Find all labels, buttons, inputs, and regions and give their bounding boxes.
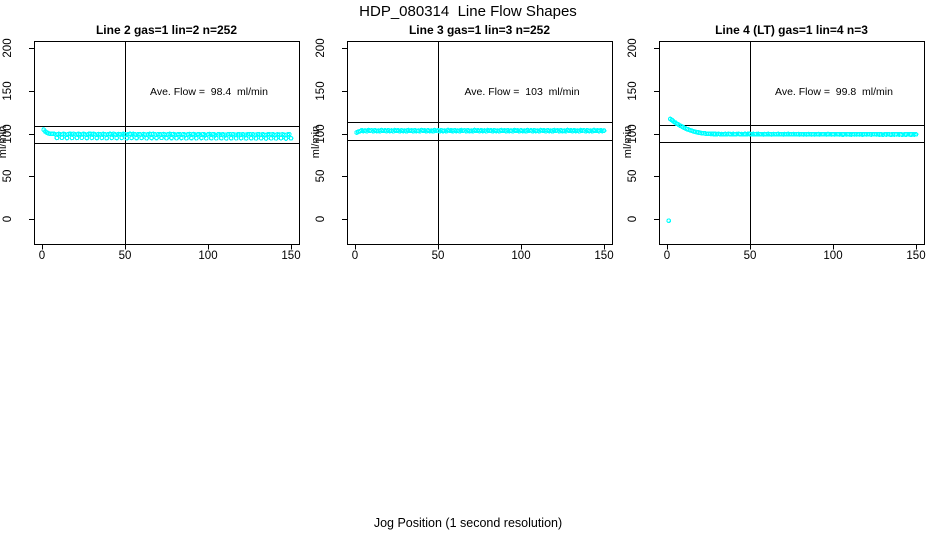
panel-line-3: Line 3 gas=1 lin=3 n=252 ml/min Ave. Flo… [310, 0, 625, 270]
flow-data-point [243, 135, 249, 141]
flow-data-point [233, 135, 239, 141]
flow-data-point [124, 135, 130, 141]
flow-data-point [193, 135, 199, 141]
plot-area [342, 41, 613, 250]
y-tick-label: 50 [2, 169, 14, 183]
panel-title: Line 4 (LT) gas=1 lin=4 n=3 [715, 23, 868, 37]
flow-data-point [119, 135, 125, 141]
y-tick-label: 150 [2, 81, 14, 101]
flow-data-point [195, 131, 201, 137]
flow-data-point [913, 131, 919, 137]
flow-data-point [666, 218, 672, 224]
flow-data-point [248, 135, 254, 141]
x-tick-label: 100 [823, 250, 843, 262]
panel-title: Line 3 gas=1 lin=3 n=252 [408, 23, 551, 37]
x-tick-label: 0 [663, 250, 671, 262]
flow-data-point [268, 135, 274, 141]
y-tick-label: 200 [627, 38, 639, 58]
y-tick-label: 200 [2, 38, 14, 58]
plot-area [29, 41, 300, 250]
flow-data-point [109, 135, 115, 141]
ave-flow-annotation: Ave. Flow = 98.4 ml/min [150, 86, 268, 98]
flow-data-point [223, 135, 229, 141]
x-tick-label: 150 [594, 250, 614, 262]
flow-data-point [134, 135, 140, 141]
x-tick-label: 50 [743, 250, 757, 262]
flow-data-point [174, 135, 179, 141]
flow-data-point [54, 135, 60, 141]
x-tick-label: 50 [431, 250, 445, 262]
y-tick-label: 100 [627, 124, 639, 144]
flow-data-point [228, 135, 234, 141]
flow-data-point [159, 135, 164, 141]
x-axis-label: Jog Position (1 second resolution) [373, 516, 563, 530]
flow-data-point [104, 135, 110, 141]
figure-title: HDP_080314 Line Flow Shapes [359, 3, 577, 20]
flow-data-point [89, 135, 95, 141]
flow-data-point [175, 131, 181, 137]
flow-data-point [139, 135, 145, 141]
flow-data-point [59, 135, 65, 141]
flow-data-point [69, 135, 75, 141]
panel-title: Line 2 gas=1 lin=2 n=252 [95, 23, 238, 37]
flow-data-point [253, 135, 259, 141]
flow-data-point [286, 131, 292, 137]
y-tick-label: 0 [627, 215, 639, 223]
x-tick-label: 100 [198, 250, 218, 262]
flow-data-point [74, 135, 80, 141]
flow-data-point [263, 136, 269, 141]
flow-data-point [149, 135, 155, 141]
panel-line-4: Line 4 (LT) gas=1 lin=4 n=3 ml/min Ave. … [622, 0, 936, 270]
flow-data-point [218, 135, 224, 141]
x-tick-label: 150 [906, 250, 926, 262]
flow-data-point [273, 135, 279, 141]
flow-data-point [164, 135, 169, 141]
flow-data-point [169, 135, 174, 141]
flow-data-point [129, 135, 135, 141]
x-tick-label: 100 [511, 250, 531, 262]
flow-data-point [79, 135, 85, 141]
flow-data-point [114, 135, 120, 141]
plot-box [347, 41, 613, 245]
flow-data-point [154, 135, 159, 141]
x-tick-label: 0 [38, 250, 46, 262]
flow-data-point [258, 135, 264, 141]
flow-data-point [188, 135, 194, 141]
y-tick-label: 50 [627, 169, 639, 183]
flow-data-point [183, 135, 189, 141]
ave-flow-annotation: Ave. Flow = 103 ml/min [464, 86, 580, 98]
flow-data-point [288, 135, 294, 141]
y-tick-label: 0 [315, 215, 327, 223]
y-tick-label: 50 [315, 169, 327, 183]
y-tick-label: 200 [315, 38, 327, 58]
flow-data-point [911, 132, 917, 137]
flow-data-point [278, 135, 284, 141]
x-tick-label: 150 [281, 250, 301, 262]
flow-data-point [84, 135, 90, 141]
flow-data-point [203, 135, 209, 141]
flow-data-point [178, 135, 184, 141]
y-tick-label: 100 [2, 124, 14, 144]
flow-data-point [208, 135, 214, 141]
plot-area [654, 41, 925, 250]
flow-data-point [99, 135, 105, 141]
flow-data-point [64, 135, 70, 141]
flow-data-point [601, 128, 607, 134]
flow-data-point [283, 136, 289, 141]
y-tick-label: 0 [2, 215, 14, 223]
flow-data-point [238, 135, 244, 141]
y-tick-label: 100 [315, 124, 327, 144]
flow-data-point [198, 135, 204, 141]
panel-line-2: Line 2 gas=1 lin=2 n=252 ml/min Ave. Flo… [0, 0, 312, 270]
y-tick-label: 150 [315, 81, 327, 101]
flow-data-point [94, 135, 100, 141]
y-tick-label: 150 [627, 81, 639, 101]
x-tick-label: 0 [351, 250, 359, 262]
x-tick-label: 50 [118, 250, 132, 262]
flow-data-point [213, 135, 219, 141]
flow-data-point [144, 135, 150, 141]
ave-flow-annotation: Ave. Flow = 99.8 ml/min [775, 86, 893, 98]
